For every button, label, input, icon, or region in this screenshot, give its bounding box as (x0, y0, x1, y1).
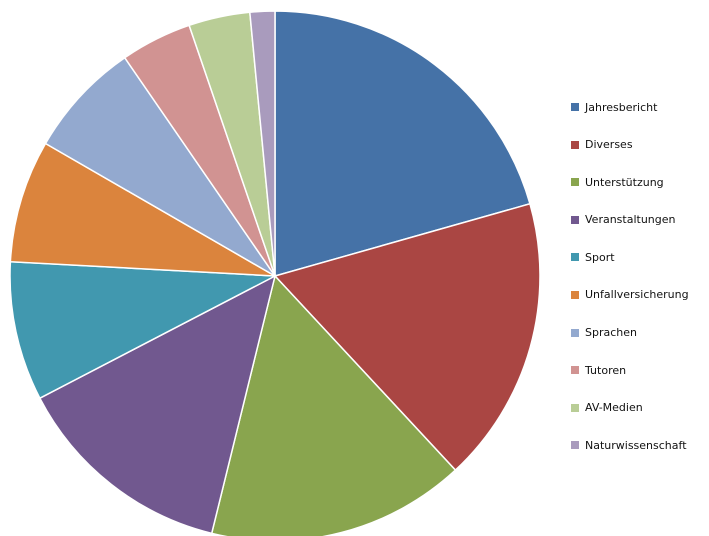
pie-slice-unterst-tzung (210, 274, 457, 536)
pie-slice-veranstaltungen (38, 274, 277, 535)
legend-swatch (571, 103, 579, 111)
legend-label: Tutoren (585, 363, 627, 377)
pie-slice-unfallversicherung (9, 142, 276, 277)
legend-swatch (571, 441, 579, 450)
legend-item: Tutoren (571, 359, 689, 381)
legend-label: AV-Medien (585, 401, 643, 415)
legend-swatch (571, 140, 579, 149)
legend-label: Sprachen (585, 326, 637, 340)
legend-item: Unfallversicherung (571, 284, 689, 306)
pie-slice-sprachen (44, 56, 276, 277)
legend-item: AV-Medien (571, 397, 689, 419)
legend-swatch (571, 215, 579, 224)
legend-item: Unterstützung (571, 171, 689, 193)
legend-item: Diverses (571, 134, 689, 156)
legend-swatch (571, 366, 579, 375)
legend-swatch (571, 253, 579, 262)
legend-label: Unterstützung (585, 175, 664, 189)
legend-swatch (571, 178, 579, 187)
legend-label: Unfallversicherung (585, 288, 689, 302)
legend-item: Veranstaltungen (571, 209, 689, 231)
legend-item: Naturwissenschaft (571, 434, 689, 456)
legend-item: Sport (571, 246, 689, 268)
legend-swatch (571, 403, 579, 412)
legend-label: Diverses (585, 138, 633, 152)
legend-label: Jahresbericht (585, 100, 658, 114)
chart-legend: Jahresbericht Diverses Unterstützung Verans… (571, 96, 689, 472)
pie-slice-jahresbericht (274, 10, 531, 277)
legend-label: Naturwissenschaft (585, 438, 687, 452)
legend-swatch (571, 328, 579, 337)
legend-swatch (571, 290, 579, 299)
pie-slice-naturwissenschaft (248, 10, 276, 277)
legend-label: Veranstaltungen (585, 213, 676, 227)
pie-slice-diverses (273, 202, 541, 472)
pie-slice-sport (9, 260, 278, 400)
legend-item: Jahresbericht (571, 96, 689, 118)
legend-item: Sprachen (571, 322, 689, 344)
legend-label: Sport (585, 250, 615, 264)
